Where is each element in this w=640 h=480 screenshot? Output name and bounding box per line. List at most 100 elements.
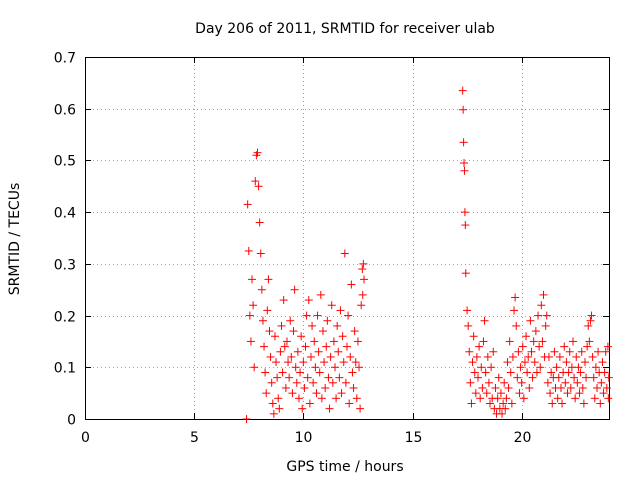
data-point bbox=[284, 358, 293, 367]
data-point bbox=[316, 290, 325, 299]
y-tick-label: 0.3 bbox=[54, 258, 76, 274]
data-point bbox=[345, 399, 354, 408]
data-point bbox=[352, 394, 361, 403]
data-point bbox=[334, 347, 343, 356]
data-point bbox=[336, 306, 345, 315]
data-point bbox=[515, 389, 524, 398]
data-point bbox=[256, 249, 265, 258]
data-point bbox=[535, 342, 544, 351]
data-point bbox=[562, 358, 571, 367]
data-point bbox=[303, 373, 312, 382]
data-point bbox=[318, 327, 327, 336]
data-point bbox=[274, 394, 283, 403]
data-point bbox=[602, 383, 611, 392]
data-point bbox=[471, 389, 480, 398]
data-point bbox=[294, 394, 303, 403]
data-point bbox=[587, 311, 596, 320]
x-tick-label: 20 bbox=[514, 430, 532, 446]
data-point bbox=[264, 275, 273, 284]
data-point bbox=[472, 352, 481, 361]
data-point bbox=[292, 378, 301, 387]
data-point bbox=[275, 404, 284, 413]
data-point bbox=[586, 316, 595, 325]
data-point bbox=[317, 394, 326, 403]
data-point bbox=[325, 404, 334, 413]
data-point bbox=[343, 342, 351, 351]
data-point bbox=[258, 316, 267, 325]
data-point bbox=[538, 337, 547, 346]
y-tick-label: 0.1 bbox=[54, 361, 76, 377]
data-point bbox=[599, 389, 608, 398]
data-point bbox=[565, 347, 574, 356]
y-tick-label: 0.4 bbox=[54, 206, 76, 222]
data-point bbox=[356, 404, 365, 413]
x-tick-label: 15 bbox=[405, 430, 423, 446]
y-tick-label: 0.6 bbox=[54, 103, 76, 119]
data-point bbox=[250, 363, 259, 372]
data-point bbox=[285, 373, 294, 382]
data-point bbox=[265, 327, 274, 336]
data-point bbox=[463, 306, 472, 315]
data-point bbox=[504, 383, 513, 392]
data-point bbox=[301, 342, 310, 351]
data-point bbox=[505, 337, 514, 346]
data-point bbox=[297, 332, 306, 341]
data-point bbox=[604, 394, 613, 403]
data-point bbox=[340, 249, 349, 258]
data-point bbox=[360, 275, 369, 284]
data-point bbox=[327, 301, 336, 310]
data-point bbox=[466, 378, 475, 387]
data-point bbox=[474, 373, 482, 382]
chart-title: Day 206 of 2011, SRMTID for receiver ula… bbox=[195, 21, 495, 37]
data-point bbox=[350, 327, 359, 336]
data-point bbox=[529, 337, 538, 346]
data-point bbox=[269, 409, 278, 418]
data-point bbox=[502, 394, 511, 403]
data-point bbox=[470, 368, 479, 377]
data-point bbox=[332, 394, 341, 403]
data-point bbox=[266, 352, 275, 361]
data-point bbox=[353, 337, 362, 346]
data-point bbox=[563, 389, 572, 398]
data-point bbox=[576, 368, 585, 377]
data-point bbox=[539, 290, 548, 299]
data-point bbox=[281, 383, 290, 392]
data-point bbox=[253, 148, 262, 157]
data-point bbox=[493, 394, 502, 403]
data-point bbox=[305, 399, 314, 408]
data-point bbox=[243, 200, 252, 209]
data-point bbox=[596, 399, 605, 408]
data-point bbox=[496, 389, 505, 398]
data-point bbox=[324, 373, 333, 382]
data-point bbox=[296, 368, 305, 377]
data-point bbox=[248, 275, 257, 284]
data-point bbox=[267, 378, 276, 387]
data-point bbox=[298, 404, 307, 413]
data-point bbox=[524, 352, 533, 361]
data-point bbox=[341, 378, 350, 387]
data-point bbox=[460, 166, 469, 175]
data-point bbox=[516, 363, 525, 372]
x-tick-label: 10 bbox=[295, 430, 313, 446]
data-point bbox=[526, 316, 535, 325]
data-point bbox=[591, 363, 600, 372]
data-point bbox=[600, 368, 609, 377]
data-point bbox=[254, 182, 263, 191]
data-point bbox=[312, 389, 321, 398]
data-point bbox=[459, 105, 468, 114]
data-point bbox=[246, 337, 255, 346]
data-point bbox=[245, 311, 254, 320]
data-point bbox=[594, 347, 603, 356]
data-point bbox=[326, 352, 335, 361]
data-point bbox=[494, 373, 503, 382]
data-point bbox=[552, 363, 561, 372]
data-point bbox=[590, 394, 599, 403]
data-point bbox=[555, 352, 564, 361]
data-point bbox=[554, 373, 563, 382]
data-point bbox=[499, 399, 508, 408]
data-point bbox=[467, 399, 476, 408]
data-point bbox=[468, 358, 477, 367]
data-point bbox=[514, 347, 523, 356]
data-point bbox=[260, 342, 269, 351]
data-point bbox=[287, 352, 296, 361]
